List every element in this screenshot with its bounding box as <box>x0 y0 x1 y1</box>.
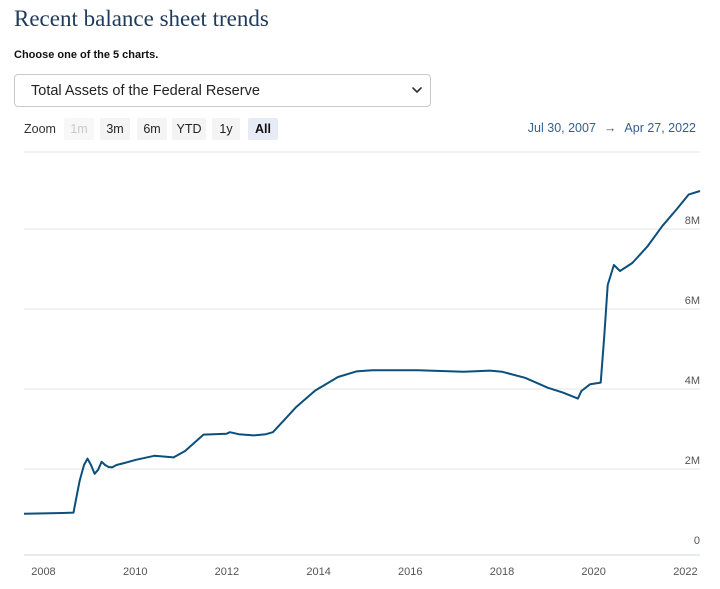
x-tick-label: 2016 <box>398 566 422 578</box>
range-to-date[interactable]: Apr 27, 2022 <box>624 121 696 135</box>
zoom-label: Zoom <box>24 122 56 136</box>
y-tick-label: 2M <box>685 455 700 467</box>
range-arrow-icon: → <box>603 121 617 135</box>
range-from-date[interactable]: Jul 30, 2007 <box>527 121 596 135</box>
zoom-all-button[interactable]: All <box>248 118 278 140</box>
page-title: Recent balance sheet trends <box>14 6 269 31</box>
y-tick-label: 6M <box>685 295 700 307</box>
x-tick-label: 2012 <box>215 566 239 578</box>
chevron-down-icon <box>412 87 422 93</box>
zoom-1y-button[interactable]: 1y <box>212 118 240 140</box>
y-tick-label: 4M <box>685 375 700 387</box>
zoom-ytd-button[interactable]: YTD <box>172 118 206 140</box>
chart-select-value: Total Assets of the Federal Reserve <box>31 83 260 99</box>
y-tick-label: 0 <box>694 535 700 547</box>
zoom-6m-button[interactable]: 6m <box>137 118 167 140</box>
x-tick-label: 2022 <box>673 566 697 578</box>
chart-select[interactable]: Total Assets of the Federal Reserve <box>14 74 431 107</box>
x-axis-ticks: 2008 2010 2012 2014 2016 2018 2020 2022 <box>31 566 697 578</box>
x-tick-label: 2008 <box>31 566 55 578</box>
x-tick-label: 2020 <box>581 566 605 578</box>
x-tick-label: 2018 <box>490 566 514 578</box>
zoom-1m-button[interactable]: 1m <box>64 118 94 140</box>
y-axis-ticks: 0 2M 4M 6M 8M <box>685 215 700 547</box>
y-tick-label: 8M <box>685 215 700 227</box>
x-tick-label: 2010 <box>123 566 147 578</box>
chart-chooser-label: Choose one of the 5 charts. <box>14 49 159 61</box>
x-tick-label: 2014 <box>306 566 330 578</box>
series-line-total-assets <box>23 190 701 515</box>
date-range-readout: Jul 30, 2007 → Apr 27, 2022 <box>528 121 696 135</box>
grid-lines <box>24 228 700 556</box>
zoom-3m-button[interactable]: 3m <box>100 118 130 140</box>
